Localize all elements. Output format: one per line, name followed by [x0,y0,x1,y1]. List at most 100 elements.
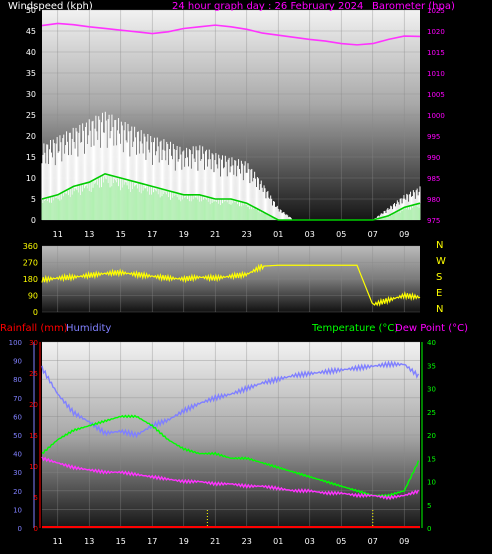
x-tick-label: 21 [210,230,220,239]
barometer-tick-label: 990 [427,154,440,162]
x-tick-label: 17 [147,230,157,239]
temperature-tick-label: 15 [427,455,436,463]
x-tick-label: 03 [305,230,315,239]
windspeed-tick-label: 40 [26,48,36,57]
direction-tick-label: 0 [33,308,38,317]
humidity-tick-label: 80 [13,376,22,384]
x-tick-label: 13 [84,537,94,546]
rainfall-tick-label: 5 [34,494,38,502]
humidity-tick-label: 20 [13,488,22,496]
barometer-tick-label: 1015 [427,49,445,57]
x-tick-label: 15 [116,230,126,239]
humidity-tick-label: 50 [13,432,22,440]
dewpoint-label: Dew Point (°C) [395,323,468,334]
barometer-tick-label: 985 [427,175,440,183]
windspeed-tick-label: 15 [26,153,36,162]
temperature-tick-label: 30 [427,386,436,394]
x-tick-label: 11 [53,537,63,546]
temperature-label: Temperature (°C) [311,323,398,334]
rainfall-tick-label: 30 [29,339,38,347]
top-x-axis-ticks: 11 13 15 17 19 21 23 01 03 05 07 09 [53,230,410,239]
humidity-tick-label: 100 [9,339,22,347]
rainfall-tick-label: 10 [29,463,38,471]
x-tick-label: 15 [116,537,126,546]
x-tick-label: 13 [84,230,94,239]
temperature-series [41,359,420,528]
rainfall-tick-label: 15 [29,432,38,440]
rainfall-tick-label: 25 [29,370,38,378]
temperature-tick-label: 10 [427,479,436,487]
x-tick-label: 19 [179,537,189,546]
barometer-tick-label: 1005 [427,91,445,99]
compass-label: E [436,288,442,299]
direction-tick-label: 180 [23,275,38,284]
x-tick-label: 07 [368,537,378,546]
windspeed-tick-label: 20 [26,132,36,141]
x-tick-label: 11 [53,230,63,239]
humidity-tick-label: 30 [13,469,22,477]
temperature-tick-label: 0 [427,525,431,533]
barometer-tick-label: 1010 [427,70,445,78]
humidity-tick-label: 90 [13,358,22,366]
rainfall-label: Rainfall (mm) [0,323,68,334]
average-line [41,172,421,221]
x-tick-label: 01 [273,537,283,546]
barometer-line [41,22,421,46]
barometer-tick-label: 1020 [427,28,445,36]
windspeed-tick-label: 35 [26,69,36,78]
graph-title: 24 hour graph day : 26 February 2024 [172,1,363,12]
humidity-tick-label: 60 [13,413,22,421]
compass-label: W [436,256,446,267]
rainfall-tick-label: 20 [29,401,38,409]
direction-tick-label: 270 [23,259,38,268]
compass-label: N [436,240,443,251]
windspeed-tick-label: 30 [26,90,36,99]
x-tick-label: 05 [336,230,346,239]
windspeed-tick-label: 25 [26,111,36,120]
temperature-line [41,414,420,498]
humidity-tick-label: 70 [13,395,22,403]
barometer-axis-ticks: 975 980 985 990 995 1000 1005 1010 1015 1020 1025 [427,7,445,225]
humidity-tick-label: 0 [18,525,22,533]
barometer-tick-label: 980 [427,196,440,204]
humidity-line [41,359,420,439]
temperature-tick-label: 35 [427,362,436,370]
windspeed-tick-label: 0 [31,216,36,225]
barometer-tick-label: 975 [427,217,440,225]
windspeed-tick-label: 50 [26,6,36,15]
x-tick-label: 01 [273,230,283,239]
direction-tick-label: 90 [28,292,38,301]
barometer-label: Barometer (hpa) [372,1,455,12]
windspeed-series [41,22,421,221]
x-tick-label: 03 [305,537,315,546]
windspeed-axis-ticks: 0 5 10 15 20 25 30 35 40 45 50 [26,6,36,225]
x-tick-label: 21 [210,537,220,546]
wind-direction-line [41,263,421,307]
windspeed-tick-label: 10 [26,174,36,183]
x-tick-label: 05 [336,537,346,546]
humidity-tick-label: 10 [13,506,22,514]
x-tick-label: 17 [147,537,157,546]
windspeed-tick-label: 45 [26,27,36,36]
x-tick-label: 09 [399,537,409,546]
x-tick-label: 19 [179,230,189,239]
direction-tick-label: 360 [23,242,38,251]
wind-direction-axis-ticks: 0 90 180 270 360 [23,242,38,317]
windspeed-label: Windspeed (kph) [8,1,93,12]
x-tick-label: 09 [399,230,409,239]
humidity-label: Humidity [66,323,111,334]
wind-direction-series [41,263,421,307]
barometer-tick-label: 1025 [427,7,445,15]
x-tick-label: 07 [368,230,378,239]
bottom-x-axis-ticks: 11 13 15 17 19 21 23 01 03 05 07 09 [53,537,410,546]
barometer-tick-label: 1000 [427,112,445,120]
temperature-tick-label: 40 [427,339,436,347]
temperature-tick-label: 20 [427,432,436,440]
temperature-tick-label: 5 [427,502,431,510]
compass-label: S [436,272,442,283]
temperature-axes: 0 10 20 30 40 50 60 70 80 90 100 0 5 10 15 20 25 30 0 5 10 15… [9,339,436,533]
x-tick-label: 23 [242,537,252,546]
dewpoint-line [41,456,420,501]
